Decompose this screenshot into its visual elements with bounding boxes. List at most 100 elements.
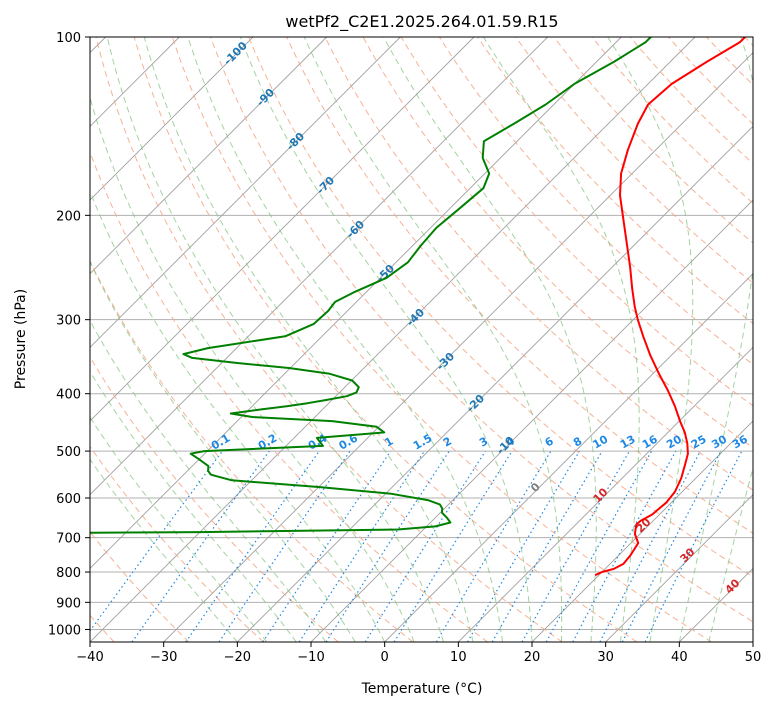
dry-adiabat-line <box>133 37 638 642</box>
mixing-ratio-line <box>185 450 320 642</box>
moist-adiabat-line <box>90 458 238 642</box>
x-tick-label: 10 <box>450 650 467 665</box>
dewpoint-profile <box>90 37 652 534</box>
moist-adiabat-label: 40 <box>723 576 743 596</box>
mixing-ratio-label: 3 <box>477 435 490 450</box>
plot-area: 0.1 0.2 0.4 0.6 1 1.5 2 3 4 6 8 10 13 16 20 25 30 36-100-… <box>90 37 753 642</box>
dry-adiabat-line <box>324 37 753 491</box>
plot-frame <box>89 36 754 643</box>
moist-adiabat-line <box>143 37 474 642</box>
mixing-ratio-label: 1.5 <box>411 432 434 453</box>
isotherm-line <box>531 420 753 642</box>
dry-adiabat-line <box>744 37 753 47</box>
dry-adiabat-line <box>210 37 753 623</box>
moist-adiabat-line <box>90 370 297 642</box>
mixing-ratio-line <box>644 450 743 642</box>
dry-adiabat-line <box>171 37 712 642</box>
moist-adiabat-line <box>303 37 563 642</box>
moist-adiabat-line <box>90 189 386 642</box>
dry-adiabat-label: -30 <box>434 350 457 373</box>
mixing-ratio-label: 30 <box>709 432 729 451</box>
dry-adiabat-line <box>438 37 753 366</box>
sounding-profiles <box>90 37 746 577</box>
isotherm-line <box>163 52 753 642</box>
mixing-ratio-line <box>90 450 223 632</box>
dry-adiabat-line <box>90 259 414 642</box>
dry-adiabat-line <box>90 445 264 642</box>
isotherm-line <box>605 494 753 642</box>
mixing-ratio-line <box>435 450 552 642</box>
y-tick-label: 700 <box>56 532 81 547</box>
dry-adiabat-line <box>90 356 339 642</box>
moist-adiabat-line <box>106 37 445 642</box>
isotherm-line <box>384 273 753 642</box>
temperature-profile <box>594 37 746 577</box>
isotherm-line <box>90 37 401 348</box>
dry-adiabat-line <box>95 37 563 642</box>
mixing-ratio-label: 13 <box>618 433 638 452</box>
x-tick-label: 40 <box>671 650 688 665</box>
isotherm-line <box>90 37 254 201</box>
mixing-ratio-label: 6 <box>543 434 556 449</box>
dry-adiabat-label: -100 <box>221 39 250 68</box>
y-tick-label: 500 <box>56 445 81 460</box>
mixing-ratio-label: 8 <box>571 435 584 450</box>
moist-adiabat-line <box>678 37 753 642</box>
background-lines <box>90 37 753 642</box>
x-axis-ticks: −40 −30 −20 −10 0 10 20 30 40 50 <box>76 642 761 665</box>
mixing-ratio-label: 0.4 <box>306 431 330 452</box>
mixing-ratio-label: 1 <box>382 435 395 450</box>
isotherm-line <box>90 37 327 275</box>
mixing-ratio-line <box>521 450 631 642</box>
y-tick-label: 400 <box>56 388 81 403</box>
mixing-ratio-line <box>466 450 580 642</box>
moist-adiabat-line <box>90 319 327 642</box>
mixing-ratio-label: 16 <box>640 432 660 451</box>
moist-adiabat-line <box>482 37 640 642</box>
dry-adiabat-line <box>515 37 753 284</box>
moist-adiabat-line <box>90 416 268 642</box>
x-tick-label: −40 <box>76 650 103 665</box>
dry-adiabat-label: -10 <box>494 434 517 457</box>
isotherm-line <box>90 37 475 422</box>
mixing-ratio-label: 36 <box>730 432 750 451</box>
y-tick-label: 200 <box>56 209 81 224</box>
mixing-ratio-label: 10 <box>591 432 611 451</box>
moist-adiabat-line <box>187 37 503 642</box>
dry-adiabat-line <box>553 37 753 244</box>
x-tick-label: 0 <box>381 650 389 665</box>
mixing-ratio-line <box>599 450 702 642</box>
moist-adiabat-line <box>239 37 533 642</box>
x-tick-label: 20 <box>524 650 541 665</box>
mixing-ratio-line <box>262 450 392 642</box>
isotherm-line <box>90 37 622 569</box>
mixing-ratio-line <box>393 450 513 642</box>
mixing-ratio-line <box>131 450 270 642</box>
x-tick-label: −30 <box>150 650 177 665</box>
y-tick-label: 100 <box>56 31 81 46</box>
dry-adiabat-label: -40 <box>404 306 427 329</box>
x-tick-label: 30 <box>597 650 614 665</box>
mixing-ratio-line <box>298 450 425 642</box>
y-tick-label: 900 <box>56 596 81 611</box>
y-axis-label: Pressure (hPa) <box>13 289 29 389</box>
x-axis-label: Temperature (°C) <box>361 681 483 697</box>
y-tick-label: 600 <box>56 492 81 507</box>
isotherm-line <box>90 37 696 642</box>
x-tick-label: 50 <box>745 650 762 665</box>
moist-adiabat-line <box>383 37 597 642</box>
dry-adiabat-label: 0 <box>528 480 543 495</box>
y-tick-label: 1000 <box>48 623 81 638</box>
isotherm-line <box>237 125 753 642</box>
mixing-ratio-line <box>572 450 677 642</box>
moist-adiabat-label: 30 <box>678 545 698 565</box>
mixing-ratio-line <box>364 450 486 642</box>
mixing-ratio-line <box>218 450 351 642</box>
dry-adiabat-line <box>90 150 488 642</box>
y-axis-ticks: 100 200 300 400 500 600 700 800 900 1000 <box>48 31 90 638</box>
dry-adiabat-line <box>706 37 753 86</box>
moist-adiabat-line <box>607 37 694 642</box>
dry-adiabat-line <box>286 37 753 534</box>
isotherm-line <box>90 37 548 496</box>
